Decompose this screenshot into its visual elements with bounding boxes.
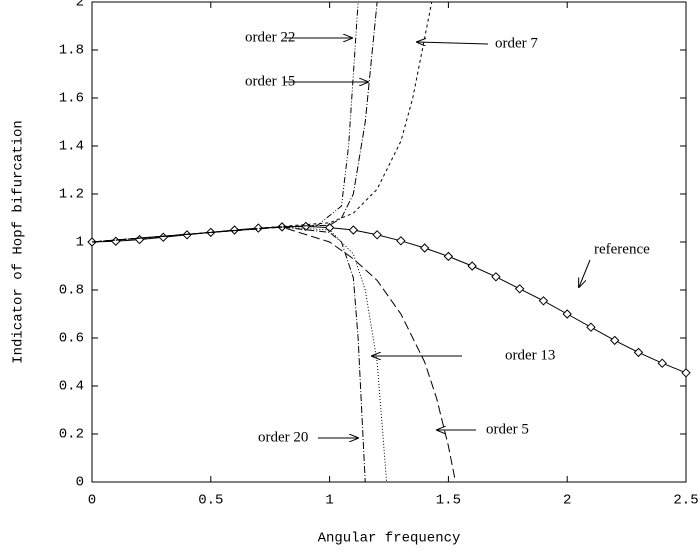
series-label: order 7 bbox=[495, 35, 538, 51]
data-point bbox=[562, 309, 572, 319]
data-point bbox=[372, 230, 382, 240]
y-tick-label: 1.4 bbox=[59, 139, 84, 155]
data-point bbox=[657, 358, 667, 368]
data-point bbox=[491, 272, 501, 282]
x-axis-label: Angular frequency bbox=[318, 531, 461, 547]
y-tick-label: 1.6 bbox=[59, 91, 84, 107]
data-point bbox=[324, 222, 335, 233]
data-point bbox=[134, 234, 145, 245]
series-label: order 22 bbox=[245, 29, 295, 45]
label-arrow bbox=[417, 42, 489, 44]
y-tick-label: 0.8 bbox=[59, 283, 84, 299]
y-tick-label: 0 bbox=[76, 475, 84, 491]
data-point bbox=[538, 296, 549, 306]
x-tick-label: 1.5 bbox=[436, 493, 461, 509]
y-tick-label: 1 bbox=[76, 235, 84, 251]
y-tick-label: 0.6 bbox=[59, 331, 84, 347]
label-arrow bbox=[579, 259, 591, 287]
series-line bbox=[91, 226, 366, 483]
x-tick-label: 1 bbox=[325, 493, 333, 509]
y-tick-label: 1.8 bbox=[59, 43, 84, 59]
series-label: order 15 bbox=[245, 73, 295, 89]
data-point bbox=[348, 225, 359, 235]
series-line bbox=[91, 1, 433, 243]
series-line bbox=[91, 1, 378, 243]
x-tick-label: 0 bbox=[88, 493, 96, 509]
data-point bbox=[253, 223, 264, 233]
data-point bbox=[158, 232, 168, 242]
y-tick-label: 0.2 bbox=[59, 427, 84, 443]
x-tick-label: 2.5 bbox=[673, 493, 698, 509]
series-label: reference bbox=[594, 241, 650, 257]
data-point bbox=[514, 284, 525, 294]
y-tick-label: 0.4 bbox=[59, 379, 84, 395]
data-point bbox=[633, 347, 644, 358]
data-point bbox=[443, 251, 454, 262]
data-point bbox=[396, 236, 406, 246]
data-point bbox=[681, 368, 691, 378]
data-point bbox=[419, 243, 430, 253]
data-point bbox=[586, 322, 596, 332]
data-point bbox=[610, 335, 620, 346]
series-line bbox=[91, 226, 457, 483]
data-point bbox=[229, 225, 240, 235]
data-point bbox=[111, 236, 121, 246]
x-tick-label: 2 bbox=[563, 493, 571, 509]
y-tick-label: 2 bbox=[76, 0, 84, 11]
series-label: order 13 bbox=[505, 347, 555, 363]
y-tick-label: 1.2 bbox=[59, 187, 84, 203]
data-point bbox=[467, 261, 477, 271]
series-line bbox=[91, 226, 388, 483]
y-axis-label: Indicator of Hopf bifurcation bbox=[11, 120, 27, 364]
series-label: order 20 bbox=[258, 429, 308, 445]
series-label: order 5 bbox=[486, 421, 529, 437]
x-tick-label: 0.5 bbox=[198, 493, 223, 509]
